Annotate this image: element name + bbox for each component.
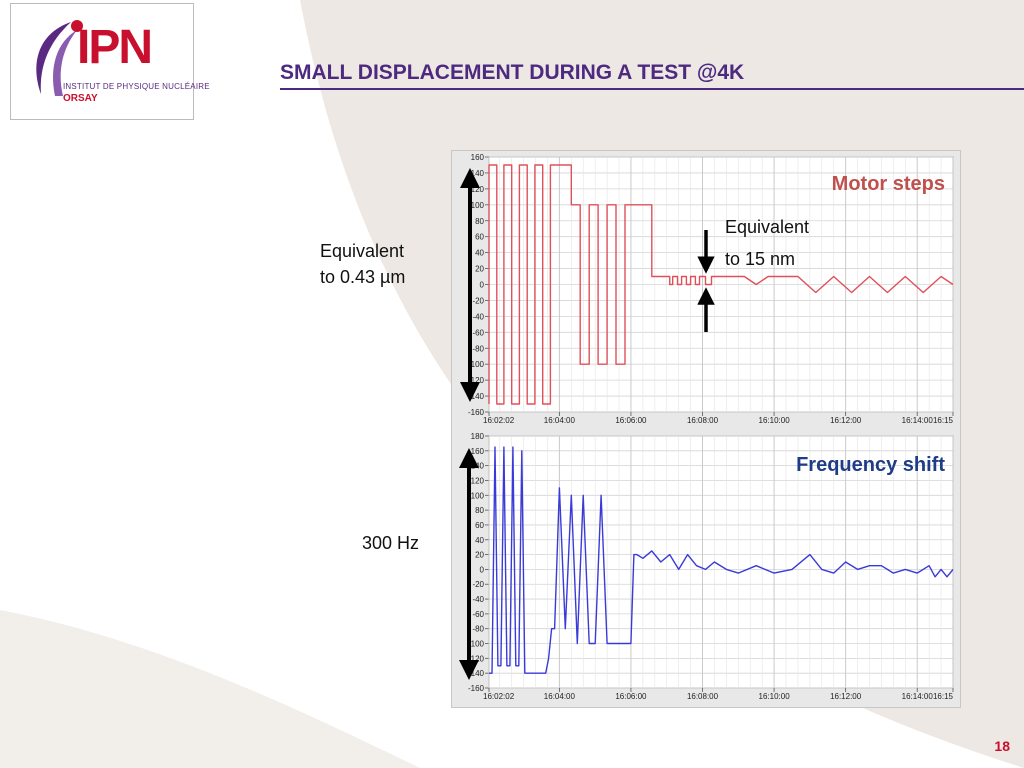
freq-plot-area [488,435,954,689]
motor-xtick-label: 16:06:00 [615,416,647,425]
freq-xtick-label: 16:12:00 [830,692,862,701]
logo: IPN INSTITUT DE PHYSIQUE NUCLÉAIRE ORSAY [10,3,210,120]
freq-ytick-label: -140 [468,669,485,678]
motor-chart-label: Motor steps [832,173,945,195]
freq-xtick-label: 16:06:00 [615,692,647,701]
logo-city: ORSAY [63,93,98,104]
motor-ytick-label: 140 [471,169,485,178]
freq-xtick-label: 16:08:00 [687,692,719,701]
motor-ytick-label: 120 [471,185,485,194]
freq-ytick-label: -60 [472,610,484,619]
page-number: 18 [994,738,1010,754]
motor-ytick-label: -80 [472,344,484,353]
freq-chart-label: Frequency shift [796,454,945,476]
freq-ytick-label: 0 [480,565,485,574]
freq-ytick-label: 140 [471,462,485,471]
logo-subtitle: INSTITUT DE PHYSIQUE NUCLÉAIRE [63,82,210,91]
motor-xtick-label: 16:10:00 [759,416,791,425]
motor-range-label-line2: to 0.43 µm [320,267,406,287]
motor-range-label: Equivalent to 0.43 µm [320,238,405,290]
motor-xtick-label: 16:08:00 [687,416,719,425]
freq-ytick-label: 100 [471,491,485,500]
step-label-line1: Equivalent [725,217,809,237]
freq-ytick-label: 60 [475,521,484,530]
motor-ytick-label: 80 [475,217,484,226]
motor-range-label-line1: Equivalent [320,241,405,261]
title-underline [280,88,1024,90]
motor-ytick-label: 20 [475,265,484,274]
freq-xtick-label: 16:02:02 [483,692,515,701]
freq-ytick-label: 20 [475,551,484,560]
motor-ytick-label: -40 [472,312,484,321]
freq-ytick-label: 80 [475,506,484,515]
freq-xtick-label: 16:15 [933,692,954,701]
motor-xtick-label: 16:14:00 [902,416,934,425]
motor-ytick-label: 40 [475,249,484,258]
motor-xtick-label: 16:04:00 [544,416,576,425]
motor-xtick-label: 16:02:02 [483,416,515,425]
freq-ytick-label: 180 [471,432,485,441]
motor-xtick-label: 16:12:00 [830,416,862,425]
motor-ytick-label: -160 [468,408,485,417]
motor-ytick-label: -140 [468,392,485,401]
freq-ytick-label: -80 [472,625,484,634]
freq-xtick-label: 16:04:00 [544,692,576,701]
freq-range-label: 300 Hz [362,533,420,553]
freq-ytick-label: -20 [472,580,484,589]
motor-ytick-label: 100 [471,201,485,210]
freq-ytick-label: 160 [471,447,485,456]
logo-wordmark: IPN [77,21,153,74]
step-label-line2: to 15 nm [725,249,795,269]
motor-xtick-label: 16:15 [933,416,954,425]
slide-title: SMALL DISPLACEMENT DURING A TEST @4K [280,61,745,84]
motor-ytick-label: -60 [472,328,484,337]
freq-xtick-label: 16:10:00 [759,692,791,701]
logo-swoosh-icon [36,20,83,96]
freq-ytick-label: 40 [475,536,484,545]
freq-ytick-label: -40 [472,595,484,604]
freq-series-line [489,446,954,674]
freq-xtick-label: 16:14:00 [902,692,934,701]
freq-ytick-label: 120 [471,476,485,485]
freq-ytick-label: -160 [468,684,485,693]
motor-ytick-label: -20 [472,296,484,305]
motor-ytick-label: 160 [471,153,485,162]
motor-ytick-label: 0 [480,281,485,290]
motor-ytick-label: 60 [475,233,484,242]
motor-series-line [488,164,954,405]
